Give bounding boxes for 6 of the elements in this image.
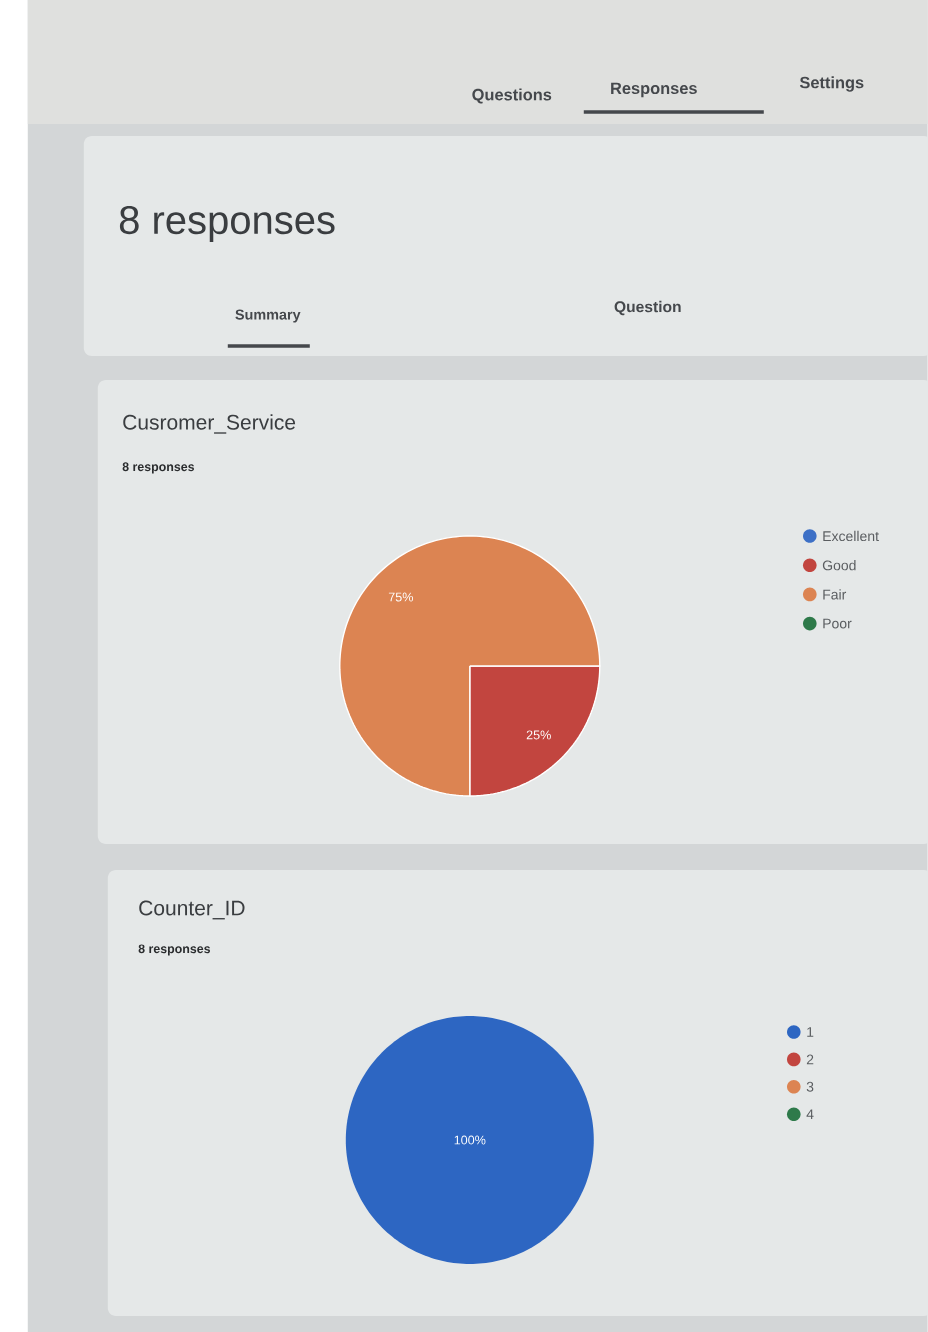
text: Responses — [611, 82, 697, 98]
chart-title: Cusromer_Service — [123, 414, 296, 434]
text: Questions — [472, 88, 552, 104]
chart-title: Counter_ID — [139, 900, 245, 920]
text: 8 responses — [120, 205, 335, 243]
text: Settings — [800, 76, 864, 92]
